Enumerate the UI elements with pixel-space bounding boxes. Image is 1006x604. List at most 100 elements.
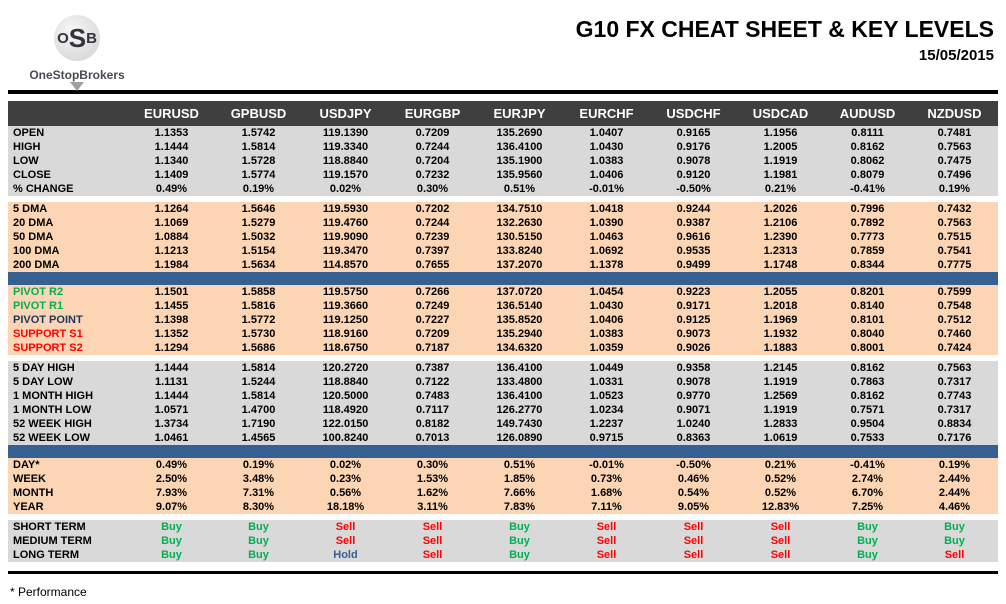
cell-eurchf: 1.0418	[563, 202, 650, 216]
cell-usdjpy: 119.5930	[302, 202, 389, 216]
cell-eurchf: 7.11%	[563, 500, 650, 514]
cell-usdchf: 0.9078	[650, 154, 737, 168]
cell-usdjpy: 118.4920	[302, 403, 389, 417]
column-header-eurgbp: EURGBP	[389, 101, 476, 126]
cell-usdchf: 0.9171	[650, 299, 737, 313]
cell-audusd: 0.7571	[824, 403, 911, 417]
cell-usdjpy: 118.6750	[302, 341, 389, 355]
cell-usdjpy: 0.56%	[302, 486, 389, 500]
section-gap	[8, 355, 998, 361]
cell-eurjpy: 137.0720	[476, 285, 563, 299]
cell-usdcad: Sell	[737, 520, 824, 534]
cell-eurgbp: 0.7122	[389, 375, 476, 389]
cell-usdchf: Sell	[650, 520, 737, 534]
cell-audusd: 0.8079	[824, 168, 911, 182]
cell-nzdusd: 0.19%	[911, 182, 998, 196]
logo-brand-text: OneStopBrokers	[29, 68, 125, 82]
cell-audusd: 0.8162	[824, 361, 911, 375]
cell-eurgbp: 1.62%	[389, 486, 476, 500]
cell-gpbusd: 7.31%	[215, 486, 302, 500]
row-label: HIGH	[8, 140, 128, 154]
cell-gpbusd: 1.5816	[215, 299, 302, 313]
section-divider-bar	[8, 272, 998, 285]
cell-audusd: 0.7892	[824, 216, 911, 230]
table-row-5-dma: 5 DMA 1.1264 1.5646 119.5930 0.7202 134.7510 1…	[8, 202, 998, 216]
cell-eurchf: 1.0390	[563, 216, 650, 230]
cell-eurjpy: 135.2940	[476, 327, 563, 341]
cell-eurchf: 1.0449	[563, 361, 650, 375]
cell-gpbusd: 1.4700	[215, 403, 302, 417]
table-row-20-dma: 20 DMA 1.1069 1.5279 119.4760 0.7244 132.2630…	[8, 216, 998, 230]
cell-nzdusd: 0.7460	[911, 327, 998, 341]
cell-usdchf: 0.9073	[650, 327, 737, 341]
section-divider-bar	[8, 445, 998, 458]
cell-usdchf: 0.9387	[650, 216, 737, 230]
cell-eurusd: 1.0571	[128, 403, 215, 417]
cell-eurjpy: 136.4100	[476, 389, 563, 403]
cell-gpbusd: 1.5686	[215, 341, 302, 355]
cell-usdjpy: 119.3660	[302, 299, 389, 313]
cell-eurchf: 1.0383	[563, 154, 650, 168]
table-row-low: LOW 1.1340 1.5728 118.8840 0.7204 135.1900 1.0…	[8, 154, 998, 168]
cell-eurusd: 1.1444	[128, 361, 215, 375]
row-label: 1 MONTH LOW	[8, 403, 128, 417]
cell-gpbusd: 1.5646	[215, 202, 302, 216]
row-label: SUPPORT S1	[8, 327, 128, 341]
cell-audusd: 0.8162	[824, 389, 911, 403]
cell-eurchf: Sell	[563, 520, 650, 534]
table-row-1-month-high: 1 MONTH HIGH 1.1444 1.5814 120.5000 0.7483 13…	[8, 389, 998, 403]
cell-eurchf: 1.0523	[563, 389, 650, 403]
cell-usdchf: 0.9358	[650, 361, 737, 375]
cell-eurusd: 1.1455	[128, 299, 215, 313]
cell-usdcad: 1.0619	[737, 431, 824, 445]
cell-nzdusd: 2.44%	[911, 472, 998, 486]
cell-nzdusd: 0.7496	[911, 168, 998, 182]
row-label: % CHANGE	[8, 182, 128, 196]
column-header-row: EURUSD GPBUSD USDJPY EURGBP EURJPY EURCHF USDC…	[8, 101, 998, 126]
cell-usdcad: Sell	[737, 534, 824, 548]
cell-usdcad: 1.1919	[737, 375, 824, 389]
cell-eurchf: 1.0430	[563, 140, 650, 154]
cell-usdchf: Sell	[650, 548, 737, 562]
cell-usdjpy: Hold	[302, 548, 389, 562]
cell-nzdusd: 0.7515	[911, 230, 998, 244]
cell-eurgbp: 0.7227	[389, 313, 476, 327]
cell-nzdusd: 0.7317	[911, 403, 998, 417]
cell-eurchf: 1.0454	[563, 285, 650, 299]
row-label: OPEN	[8, 126, 128, 140]
row-label: 5 DMA	[8, 202, 128, 216]
cell-eurgbp: 0.7013	[389, 431, 476, 445]
cell-eurjpy: 126.0890	[476, 431, 563, 445]
cell-usdcad: 1.1981	[737, 168, 824, 182]
cell-usdjpy: 118.8840	[302, 154, 389, 168]
cell-usdchf: 0.9125	[650, 313, 737, 327]
cell-eurusd: 2.50%	[128, 472, 215, 486]
section-gap	[8, 196, 998, 202]
cell-eurjpy: 0.51%	[476, 182, 563, 196]
cell-gpbusd: 0.19%	[215, 182, 302, 196]
cell-nzdusd: 0.7743	[911, 389, 998, 403]
cell-usdchf: 0.9244	[650, 202, 737, 216]
cell-nzdusd: 0.7481	[911, 126, 998, 140]
cell-eurjpy: 136.4100	[476, 140, 563, 154]
cell-eurgbp: 0.7244	[389, 140, 476, 154]
table-row-200-dma: 200 DMA 1.1984 1.5634 114.8570 0.7655 137.207…	[8, 258, 998, 272]
cell-eurgbp: 0.7655	[389, 258, 476, 272]
cell-usdchf: 0.9071	[650, 403, 737, 417]
cell-audusd: 0.8001	[824, 341, 911, 355]
cell-nzdusd: Buy	[911, 520, 998, 534]
fx-table-body: OPEN 1.1353 1.5742 119.1390 0.7209 135.2690 1.…	[8, 126, 998, 562]
cell-eurusd: 1.1352	[128, 327, 215, 341]
cell-usdchf: 9.05%	[650, 500, 737, 514]
cell-eurgbp: 0.7187	[389, 341, 476, 355]
cell-eurgbp: 0.7239	[389, 230, 476, 244]
row-label: 200 DMA	[8, 258, 128, 272]
cell-eurusd: 1.1340	[128, 154, 215, 168]
cell-usdcad: 12.83%	[737, 500, 824, 514]
cell-eurjpy: 149.7430	[476, 417, 563, 431]
cell-eurchf: 0.9715	[563, 431, 650, 445]
cell-nzdusd: Buy	[911, 534, 998, 548]
